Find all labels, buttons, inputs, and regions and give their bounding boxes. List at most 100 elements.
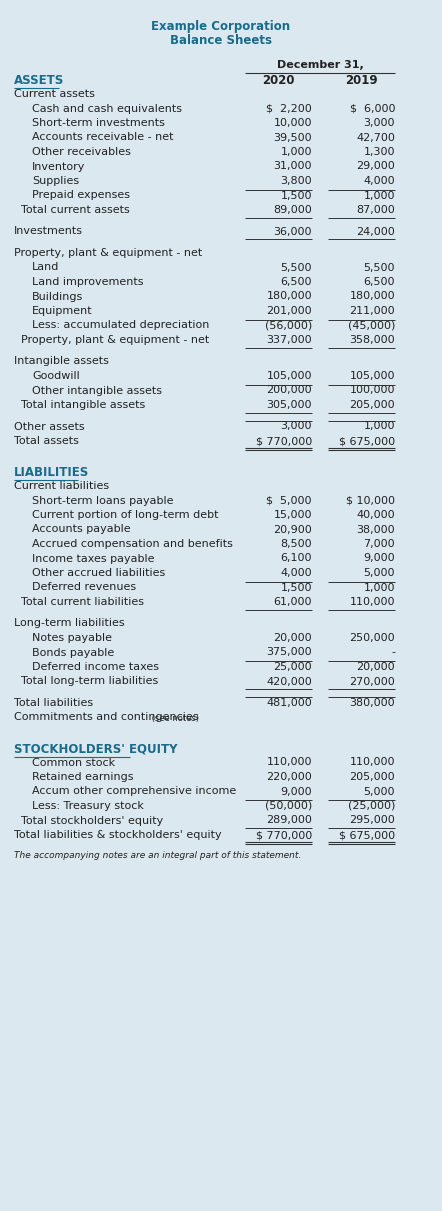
Text: Example Corporation: Example Corporation — [152, 21, 290, 33]
Text: 305,000: 305,000 — [267, 400, 312, 411]
Text: 481,000: 481,000 — [266, 698, 312, 708]
Text: 4,000: 4,000 — [280, 568, 312, 578]
Text: 1,000: 1,000 — [281, 147, 312, 157]
Text: Bonds payable: Bonds payable — [32, 648, 114, 658]
Text: Accounts payable: Accounts payable — [32, 524, 131, 534]
Text: 31,000: 31,000 — [274, 161, 312, 172]
Text: 358,000: 358,000 — [349, 335, 395, 345]
Text: 295,000: 295,000 — [349, 815, 395, 826]
Text: 110,000: 110,000 — [350, 597, 395, 607]
Text: 6,100: 6,100 — [281, 553, 312, 563]
Text: 105,000: 105,000 — [267, 371, 312, 381]
Text: Current portion of long-term debt: Current portion of long-term debt — [32, 510, 218, 520]
Text: 1,000: 1,000 — [363, 421, 395, 431]
Text: Income taxes payable: Income taxes payable — [32, 553, 155, 563]
Text: 5,500: 5,500 — [363, 263, 395, 272]
Text: Deferred revenues: Deferred revenues — [32, 582, 136, 592]
Text: (50,000): (50,000) — [265, 800, 312, 811]
Text: 40,000: 40,000 — [356, 510, 395, 520]
Text: Balance Sheets: Balance Sheets — [170, 34, 272, 47]
Text: (see notes): (see notes) — [149, 713, 199, 723]
Text: 1,500: 1,500 — [281, 582, 312, 592]
Text: 205,000: 205,000 — [349, 400, 395, 411]
Text: 29,000: 29,000 — [356, 161, 395, 172]
Text: 9,000: 9,000 — [363, 553, 395, 563]
Text: 15,000: 15,000 — [274, 510, 312, 520]
Text: Total assets: Total assets — [14, 436, 79, 446]
Text: 61,000: 61,000 — [274, 597, 312, 607]
Text: Other receivables: Other receivables — [32, 147, 131, 157]
Text: Total long-term liabilities: Total long-term liabilities — [14, 677, 158, 687]
Text: $  5,000: $ 5,000 — [267, 495, 312, 505]
Text: 105,000: 105,000 — [350, 371, 395, 381]
Text: Property, plant & equipment - net: Property, plant & equipment - net — [14, 248, 202, 258]
Text: 20,900: 20,900 — [273, 524, 312, 534]
Text: 200,000: 200,000 — [267, 385, 312, 396]
Text: Intangible assets: Intangible assets — [14, 356, 109, 367]
Text: 180,000: 180,000 — [267, 292, 312, 302]
Text: 1,000: 1,000 — [363, 190, 395, 201]
Text: Other assets: Other assets — [14, 421, 84, 431]
Text: Common stock: Common stock — [32, 758, 115, 768]
Text: Buildings: Buildings — [32, 292, 83, 302]
Text: Total intangible assets: Total intangible assets — [14, 400, 145, 411]
Text: 180,000: 180,000 — [349, 292, 395, 302]
Text: Total liabilities: Total liabilities — [14, 698, 93, 708]
Text: Property, plant & equipment - net: Property, plant & equipment - net — [14, 335, 209, 345]
Text: Prepaid expenses: Prepaid expenses — [32, 190, 130, 201]
Text: $ 675,000: $ 675,000 — [339, 436, 395, 446]
Text: 5,000: 5,000 — [363, 568, 395, 578]
Text: 3,000: 3,000 — [281, 421, 312, 431]
Text: Commitments and contingencies: Commitments and contingencies — [14, 712, 198, 723]
Text: Total current assets: Total current assets — [14, 205, 130, 216]
Text: 380,000: 380,000 — [349, 698, 395, 708]
Text: LIABILITIES: LIABILITIES — [14, 466, 89, 480]
Text: 1,300: 1,300 — [363, 147, 395, 157]
Text: 7,000: 7,000 — [363, 539, 395, 549]
Text: 205,000: 205,000 — [349, 771, 395, 782]
Text: 250,000: 250,000 — [349, 633, 395, 643]
Text: (56,000): (56,000) — [265, 321, 312, 331]
Text: Accum other comprehensive income: Accum other comprehensive income — [32, 786, 236, 797]
Text: $  6,000: $ 6,000 — [350, 103, 395, 114]
Text: 2020: 2020 — [262, 75, 295, 87]
Text: 110,000: 110,000 — [267, 758, 312, 768]
Text: 375,000: 375,000 — [267, 648, 312, 658]
Text: 2019: 2019 — [345, 75, 378, 87]
Text: 87,000: 87,000 — [356, 205, 395, 216]
Text: $ 770,000: $ 770,000 — [256, 830, 312, 840]
Text: Short-term loans payable: Short-term loans payable — [32, 495, 174, 505]
Text: 39,500: 39,500 — [273, 132, 312, 143]
Text: 89,000: 89,000 — [273, 205, 312, 216]
Text: 5,500: 5,500 — [281, 263, 312, 272]
Text: Goodwill: Goodwill — [32, 371, 80, 381]
Text: 201,000: 201,000 — [267, 306, 312, 316]
Text: (25,000): (25,000) — [347, 800, 395, 811]
Text: 1,000: 1,000 — [363, 582, 395, 592]
Text: $ 770,000: $ 770,000 — [256, 436, 312, 446]
Text: $ 675,000: $ 675,000 — [339, 830, 395, 840]
Text: 25,000: 25,000 — [273, 662, 312, 672]
Text: Cash and cash equivalents: Cash and cash equivalents — [32, 103, 182, 114]
Text: 24,000: 24,000 — [356, 226, 395, 236]
Text: 38,000: 38,000 — [356, 524, 395, 534]
Text: Supplies: Supplies — [32, 176, 79, 186]
Text: Less: Treasury stock: Less: Treasury stock — [32, 800, 144, 811]
Text: 420,000: 420,000 — [266, 677, 312, 687]
Text: 3,000: 3,000 — [363, 117, 395, 128]
Text: (45,000): (45,000) — [347, 321, 395, 331]
Text: Notes payable: Notes payable — [32, 633, 112, 643]
Text: Current liabilities: Current liabilities — [14, 481, 109, 490]
Text: 10,000: 10,000 — [274, 117, 312, 128]
Text: 211,000: 211,000 — [349, 306, 395, 316]
Text: 6,500: 6,500 — [281, 277, 312, 287]
Text: 220,000: 220,000 — [266, 771, 312, 782]
Text: 6,500: 6,500 — [363, 277, 395, 287]
Text: The accompanying notes are an integral part of this statement.: The accompanying notes are an integral p… — [14, 850, 301, 860]
Text: STOCKHOLDERS' EQUITY: STOCKHOLDERS' EQUITY — [14, 744, 178, 756]
Text: 20,000: 20,000 — [273, 633, 312, 643]
Text: 270,000: 270,000 — [349, 677, 395, 687]
Text: Accrued compensation and benefits: Accrued compensation and benefits — [32, 539, 233, 549]
Text: 36,000: 36,000 — [274, 226, 312, 236]
Text: Investments: Investments — [14, 226, 83, 236]
